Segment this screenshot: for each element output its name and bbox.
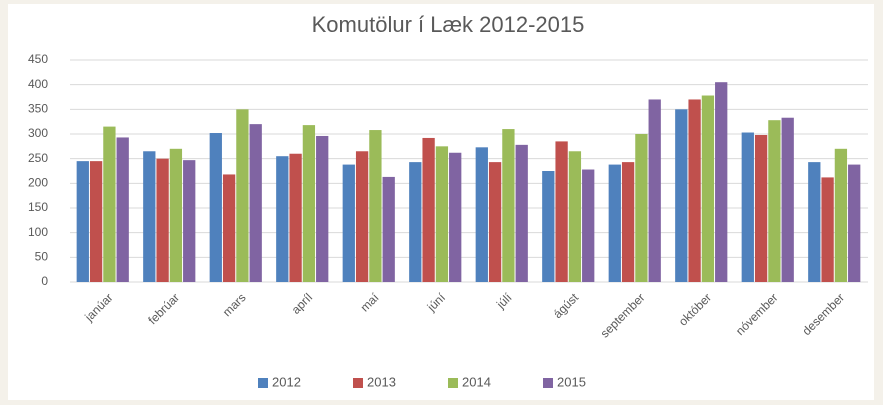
y-tick-label: 250 xyxy=(28,151,48,165)
bar xyxy=(754,134,768,282)
bar xyxy=(103,126,116,282)
y-tick-label: 350 xyxy=(28,102,48,116)
bar xyxy=(342,164,355,282)
legend-label: 2013 xyxy=(367,374,396,389)
bar xyxy=(276,156,289,282)
bar xyxy=(156,158,169,282)
legend-label: 2014 xyxy=(462,374,491,389)
bar xyxy=(515,144,528,282)
bar xyxy=(143,151,156,282)
legend-swatch xyxy=(258,378,268,388)
y-tick-label: 400 xyxy=(28,77,48,91)
bar xyxy=(222,174,236,282)
bar xyxy=(355,151,369,282)
bar xyxy=(422,137,435,282)
bar xyxy=(475,147,488,282)
bar xyxy=(435,146,449,282)
y-tick-label: 100 xyxy=(28,225,48,239)
bar xyxy=(249,124,262,282)
bar xyxy=(409,162,422,282)
bar xyxy=(169,148,183,282)
legend-label: 2012 xyxy=(272,374,301,389)
bar xyxy=(621,162,635,282)
y-tick-label: 450 xyxy=(28,52,48,66)
bar xyxy=(821,177,834,282)
bar xyxy=(555,141,568,282)
bar xyxy=(209,133,222,282)
bar xyxy=(183,160,196,282)
bar xyxy=(369,130,382,282)
bar xyxy=(236,109,249,282)
bar xyxy=(582,169,595,282)
bar xyxy=(648,99,661,282)
bar xyxy=(608,164,621,282)
bar xyxy=(808,162,821,282)
bar xyxy=(688,99,701,282)
bar xyxy=(568,151,582,282)
legend-swatch xyxy=(448,378,458,388)
bar xyxy=(488,162,502,282)
y-tick-label: 150 xyxy=(28,200,48,214)
legend-swatch xyxy=(543,378,553,388)
bar xyxy=(635,134,648,282)
bar xyxy=(316,135,329,282)
bar xyxy=(502,129,515,282)
legend-label: 2015 xyxy=(557,374,586,389)
bar xyxy=(289,153,302,282)
bar xyxy=(675,109,688,282)
bar xyxy=(701,95,715,283)
bar xyxy=(89,161,103,282)
y-tick-label: 50 xyxy=(35,250,49,264)
y-tick-label: 300 xyxy=(28,126,48,140)
bar xyxy=(781,117,794,282)
bar xyxy=(715,82,728,282)
y-tick-label: 0 xyxy=(41,274,48,288)
bar xyxy=(382,176,395,282)
bar xyxy=(76,161,89,282)
bar xyxy=(834,148,848,282)
bar xyxy=(768,120,781,282)
chart-title: Komutölur í Læk 2012-2015 xyxy=(312,12,585,37)
bar xyxy=(741,132,754,282)
legend-swatch xyxy=(353,378,363,388)
bar xyxy=(449,152,462,282)
bar xyxy=(848,164,861,282)
bar xyxy=(302,125,316,283)
bar xyxy=(116,137,129,282)
y-tick-label: 200 xyxy=(28,176,48,190)
bar xyxy=(542,171,555,282)
